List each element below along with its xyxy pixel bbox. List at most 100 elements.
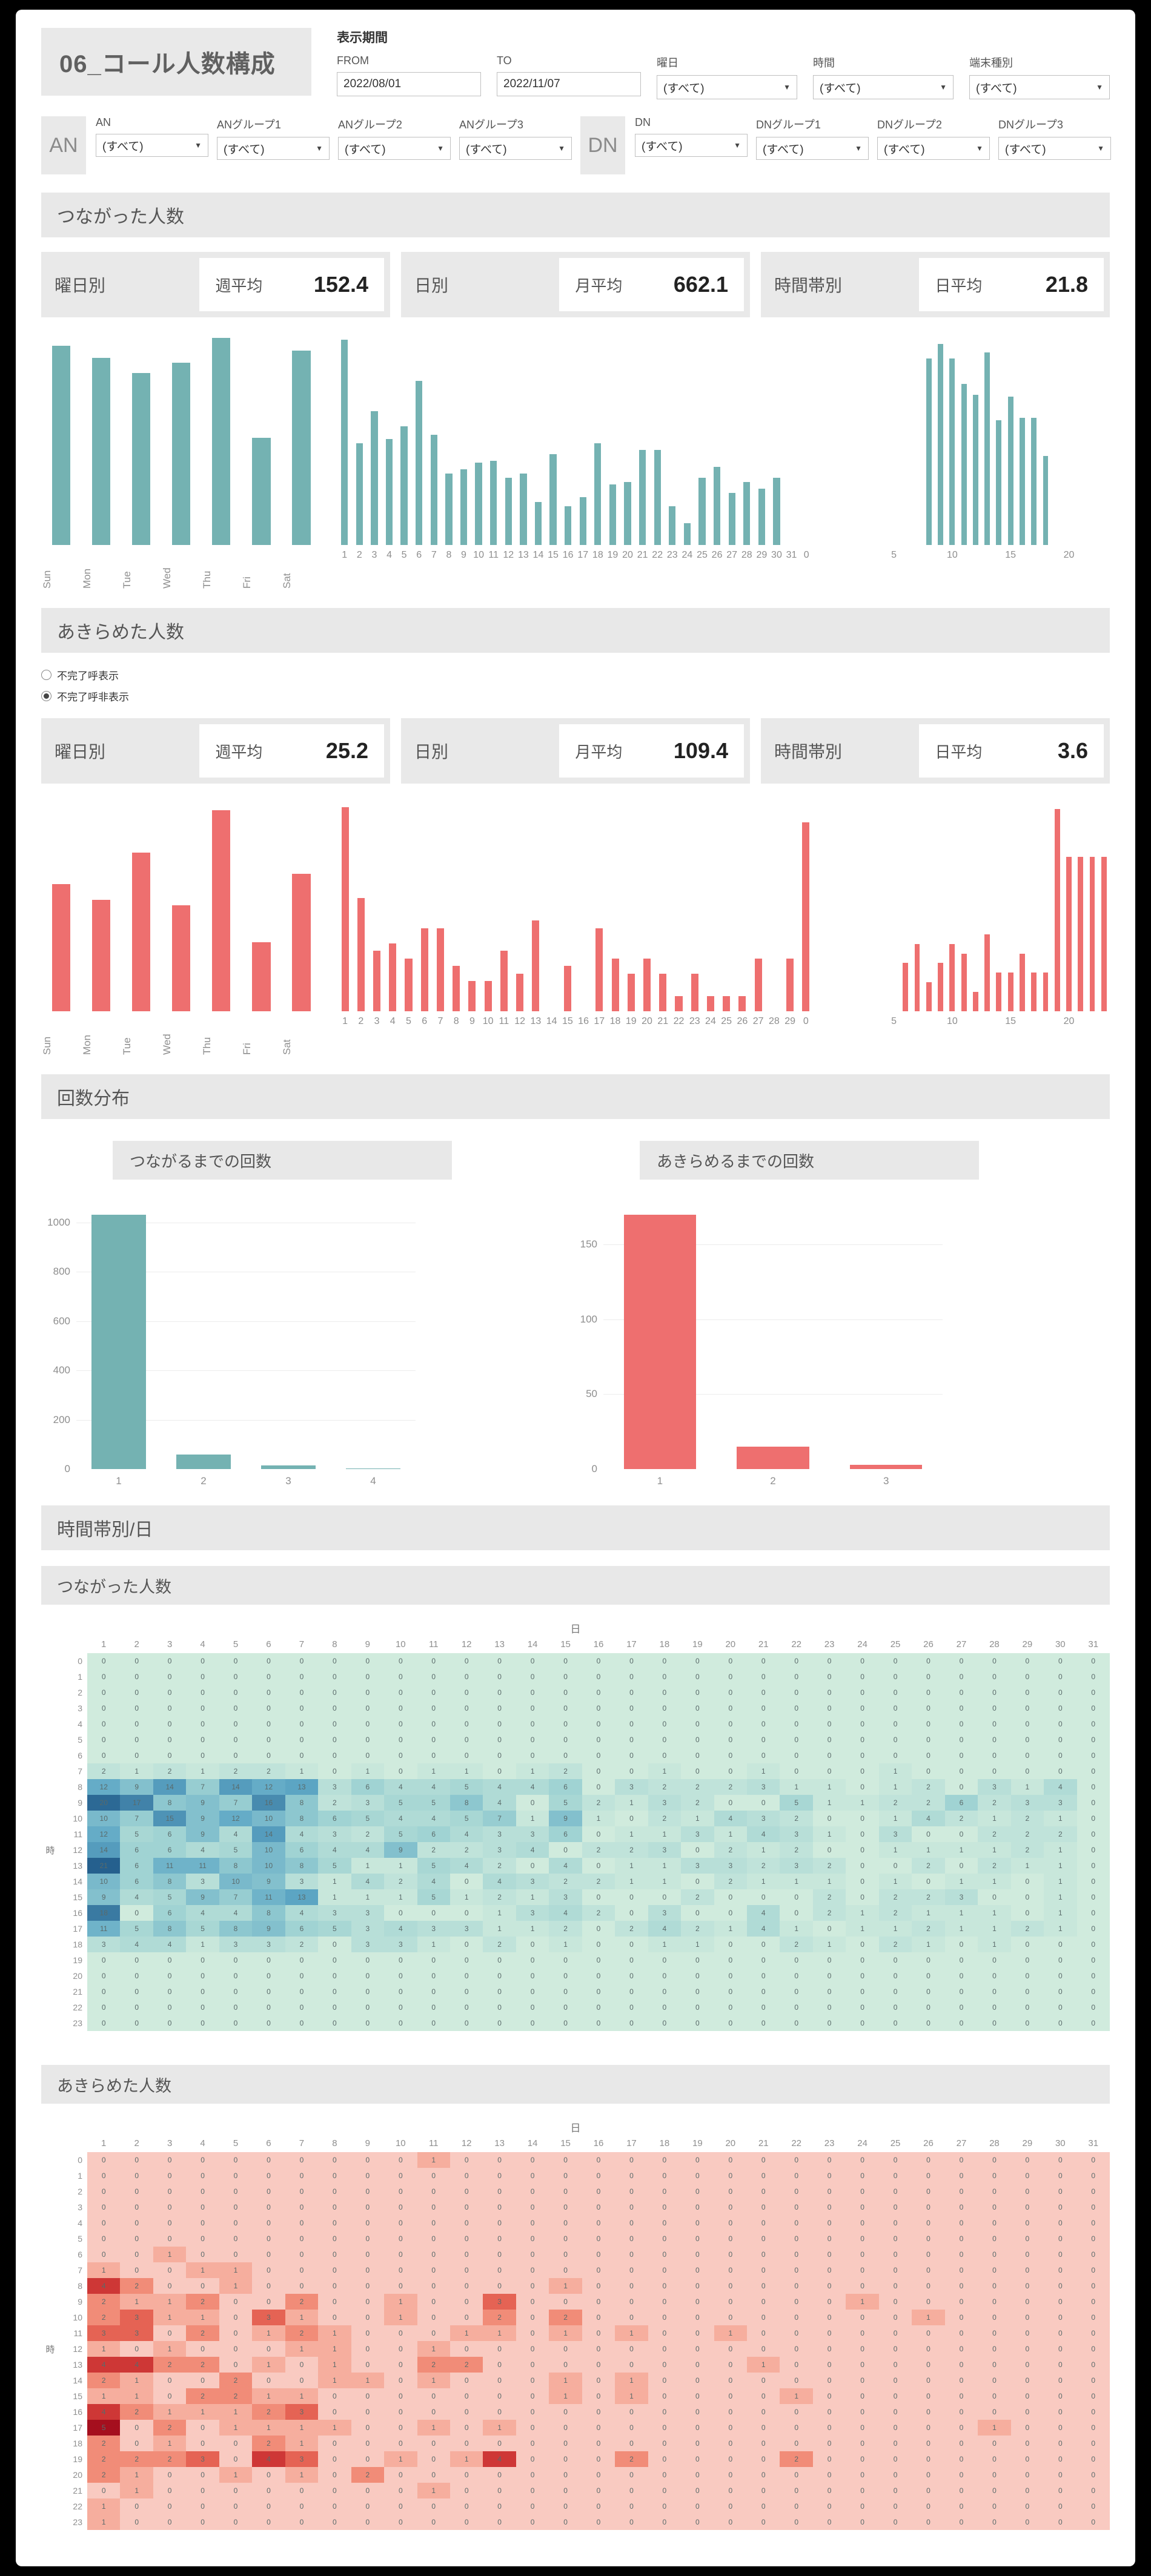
heatmap-cell[interactable]: 2: [582, 1874, 615, 1889]
heatmap-cell[interactable]: 0: [714, 1952, 748, 1968]
heatmap-cell[interactable]: 2: [186, 2388, 219, 2404]
heatmap-cell[interactable]: 1: [615, 1874, 648, 1889]
heatmap-cell[interactable]: 0: [846, 2231, 879, 2247]
heatmap-cell[interactable]: 2: [615, 1842, 648, 1858]
heatmap-cell[interactable]: 4: [417, 1779, 450, 1795]
heatmap-cell[interactable]: 0: [549, 2467, 582, 2483]
heatmap-cell[interactable]: 0: [549, 2000, 582, 2015]
heatmap-cell[interactable]: 3: [681, 1826, 714, 1842]
heatmap-cell[interactable]: 0: [912, 2436, 945, 2451]
heatmap-cell[interactable]: 0: [1010, 1748, 1044, 1763]
heatmap-cell[interactable]: 0: [812, 1811, 846, 1826]
heatmap-cell[interactable]: 4: [483, 2451, 516, 2467]
heatmap-cell[interactable]: 0: [516, 2152, 549, 2168]
bar[interactable]: [490, 460, 497, 545]
heatmap-cell[interactable]: 0: [681, 2498, 714, 2514]
heatmap-cell[interactable]: 0: [516, 2341, 549, 2357]
heatmap-cell[interactable]: 0: [582, 1984, 615, 2000]
heatmap-cell[interactable]: 0: [1010, 2278, 1044, 2294]
heatmap-cell[interactable]: 0: [681, 2184, 714, 2199]
heatmap-cell[interactable]: 0: [549, 2420, 582, 2436]
heatmap-cell[interactable]: 0: [582, 2215, 615, 2231]
heatmap-cell[interactable]: 0: [714, 1937, 748, 1952]
heatmap-cell[interactable]: 0: [978, 2152, 1011, 2168]
heatmap-cell[interactable]: 0: [648, 2152, 682, 2168]
bar[interactable]: [611, 958, 619, 1011]
heatmap-cell[interactable]: 0: [714, 1763, 748, 1779]
heatmap-cell[interactable]: 2: [186, 2325, 219, 2341]
heatmap-cell[interactable]: 0: [747, 2199, 780, 2215]
heatmap-cell[interactable]: 0: [681, 2483, 714, 2498]
heatmap-cell[interactable]: 0: [516, 2357, 549, 2373]
heatmap-cell[interactable]: 1: [186, 1937, 219, 1952]
heatmap-cell[interactable]: 0: [846, 1732, 879, 1748]
heatmap-cell[interactable]: 0: [846, 1889, 879, 1905]
heatmap-cell[interactable]: 0: [549, 2262, 582, 2278]
heatmap-cell[interactable]: 8: [153, 1921, 187, 1937]
heatmap-cell[interactable]: 0: [747, 1716, 780, 1732]
heatmap-cell[interactable]: 0: [714, 2278, 748, 2294]
heatmap-cell[interactable]: 0: [252, 2278, 285, 2294]
heatmap-cell[interactable]: 0: [1076, 2451, 1110, 2467]
heatmap-cell[interactable]: 0: [186, 2420, 219, 2436]
heatmap-cell[interactable]: 10: [87, 1811, 121, 1826]
heatmap-cell[interactable]: 0: [219, 1716, 253, 1732]
heatmap-cell[interactable]: 0: [186, 2373, 219, 2388]
heatmap-cell[interactable]: 0: [285, 1700, 319, 1716]
heatmap-cell[interactable]: 0: [912, 2420, 945, 2436]
heatmap-cell[interactable]: 0: [747, 2483, 780, 2498]
heatmap-cell[interactable]: 0: [516, 2467, 549, 2483]
bar[interactable]: [212, 338, 231, 545]
heatmap-cell[interactable]: 0: [878, 2514, 912, 2530]
heatmap-cell[interactable]: 0: [812, 1984, 846, 2000]
bar[interactable]: [639, 449, 646, 545]
heatmap-cell[interactable]: 8: [153, 1795, 187, 1811]
heatmap-cell[interactable]: 0: [483, 1984, 516, 2000]
heatmap-cell[interactable]: 0: [681, 2231, 714, 2247]
bar[interactable]: [643, 958, 651, 1011]
heatmap-cell[interactable]: 0: [681, 2247, 714, 2262]
heatmap-cell[interactable]: 0: [780, 2262, 813, 2278]
heatmap-cell[interactable]: 0: [318, 1748, 351, 1763]
heatmap-cell[interactable]: 10: [252, 1842, 285, 1858]
heatmap-cell[interactable]: 0: [615, 1700, 648, 1716]
heatmap-cell[interactable]: 2: [582, 1905, 615, 1921]
heatmap-cell[interactable]: 1: [978, 1811, 1011, 1826]
heatmap-cell[interactable]: 0: [615, 1748, 648, 1763]
heatmap-cell[interactable]: 0: [483, 1669, 516, 1685]
heatmap-cell[interactable]: 0: [549, 2015, 582, 2031]
heatmap-cell[interactable]: 0: [846, 1700, 879, 1716]
heatmap-cell[interactable]: 0: [1076, 1889, 1110, 1905]
heatmap-cell[interactable]: 5: [186, 1921, 219, 1937]
heatmap-cell[interactable]: 0: [1010, 2000, 1044, 2015]
heatmap-cell[interactable]: 0: [747, 2184, 780, 2199]
heatmap-cell[interactable]: 0: [878, 1968, 912, 1984]
bar[interactable]: [341, 807, 349, 1011]
heatmap-cell[interactable]: 0: [780, 1748, 813, 1763]
heatmap-cell[interactable]: 0: [1010, 2168, 1044, 2184]
heatmap-cell[interactable]: 0: [1044, 2404, 1077, 2420]
heatmap-cell[interactable]: 0: [582, 2388, 615, 2404]
heatmap-cell[interactable]: 1: [1010, 1779, 1044, 1795]
heatmap-cell[interactable]: 0: [120, 1716, 153, 1732]
heatmap-cell[interactable]: 0: [120, 2498, 153, 2514]
heatmap-cell[interactable]: 0: [1010, 2373, 1044, 2388]
heatmap-cell[interactable]: 0: [483, 2498, 516, 2514]
heatmap-cell[interactable]: 3: [681, 1858, 714, 1874]
heatmap-cell[interactable]: 0: [747, 1653, 780, 1669]
heatmap-cell[interactable]: 0: [714, 1905, 748, 1921]
heatmap-cell[interactable]: 3: [351, 1921, 385, 1937]
heatmap-cell[interactable]: 0: [912, 2168, 945, 2184]
heatmap-cell[interactable]: 7: [483, 1811, 516, 1826]
heatmap-cell[interactable]: 0: [1010, 1653, 1044, 1669]
heatmap-cell[interactable]: 1: [384, 2451, 417, 2467]
heatmap-cell[interactable]: 1: [1044, 1905, 1077, 1921]
bar[interactable]: [786, 958, 794, 1011]
heatmap-cell[interactable]: 0: [812, 2000, 846, 2015]
heatmap-cell[interactable]: 0: [285, 1968, 319, 1984]
heatmap-cell[interactable]: 0: [582, 1669, 615, 1685]
bar[interactable]: [532, 920, 540, 1011]
heatmap-cell[interactable]: 1: [483, 1905, 516, 1921]
heatmap-cell[interactable]: 0: [615, 2231, 648, 2247]
heatmap-cell[interactable]: 0: [912, 2231, 945, 2247]
